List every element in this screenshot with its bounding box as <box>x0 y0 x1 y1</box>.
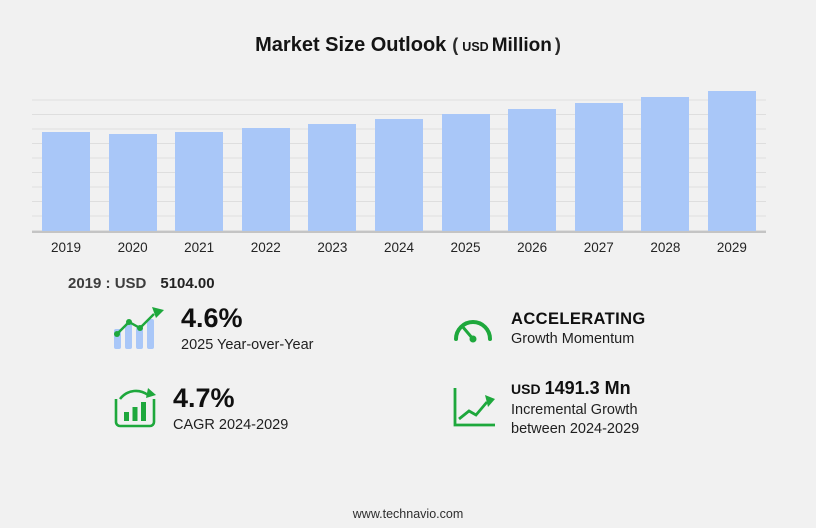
x-tick-2026: 2026 <box>517 240 548 255</box>
growth-momentum-label: Growth Momentum <box>511 330 635 347</box>
incremental-growth-label: Incremental Growth between 2024-2029 <box>511 402 640 437</box>
x-tick-2027: 2027 <box>583 240 614 255</box>
incremental-growth-currency: USD <box>511 380 541 397</box>
cagr-value: 4.7% <box>173 382 235 413</box>
bar-2020 <box>108 133 157 231</box>
bar-2026 <box>508 108 557 231</box>
cagr-label: CAGR 2024-2029 <box>173 416 289 433</box>
chart-title-unit: (USD Million) <box>452 35 561 56</box>
bar-2023 <box>308 123 357 231</box>
bar-chart: 2019 2020 2021 2022 2023 2024 2025 2026 2027 2028… <box>32 87 766 255</box>
x-tick-2029: 2029 <box>716 240 747 255</box>
gauge-icon <box>450 308 496 348</box>
base-year-annotation: 2019 : USD 5104.00 <box>68 275 816 292</box>
yoy-growth-value: 4.6% <box>181 303 243 333</box>
x-tick-2024: 2024 <box>383 240 414 255</box>
x-tick-2025: 2025 <box>450 240 481 255</box>
bar-2019 <box>42 132 90 231</box>
base-year-value: 5104.00 <box>160 275 215 292</box>
chart-title-main: Market Size Outlook <box>255 34 447 56</box>
stat-growth-momentum: ACCELERATING Growth Momentum <box>450 304 816 353</box>
x-tick-2021: 2021 <box>184 240 215 255</box>
bar-2028 <box>641 96 690 231</box>
stat-cagr: 4.7% CAGR 2024-2029 <box>112 379 450 438</box>
cagr-chart-icon <box>112 386 158 430</box>
bar-2024 <box>374 119 423 231</box>
yoy-growth-label: 2025 Year-over-Year <box>181 336 314 353</box>
bar-2025 <box>441 114 490 231</box>
unit-label: Million <box>491 35 552 56</box>
stat-yoy-growth: 4.6% 2025 Year-over-Year <box>112 303 450 353</box>
currency-label: USD <box>462 40 489 54</box>
x-tick-2022: 2022 <box>250 240 281 255</box>
bar-2027 <box>574 102 623 231</box>
yoy-bar-chart-icon <box>112 305 166 351</box>
growth-momentum-value: ACCELERATING <box>511 309 646 328</box>
x-axis: 2019 2020 2021 2022 2023 2024 2025 2026 2027 2028… <box>32 240 766 255</box>
x-tick-2020: 2020 <box>117 240 148 255</box>
base-year-label: 2019 : USD <box>68 275 147 292</box>
chart-title: Market Size Outlook(USD Million) <box>0 0 816 57</box>
kpi-grid: 4.6% 2025 Year-over-Year ACCELERATING Gr… <box>112 303 816 438</box>
x-tick-2023: 2023 <box>317 240 348 255</box>
bar-2029 <box>707 90 756 231</box>
bar-2021 <box>175 132 224 231</box>
incremental-growth-value: USD 1491.3 Mn <box>511 377 631 398</box>
incremental-growth-icon <box>450 386 496 430</box>
x-tick-2019: 2019 <box>50 240 82 255</box>
stat-incremental-growth: USD 1491.3 Mn Incremental Growth between … <box>450 377 816 438</box>
bar-2022 <box>241 127 290 231</box>
website-link[interactable]: www.technavio.com <box>352 507 464 521</box>
plot-area <box>32 87 766 233</box>
x-tick-2028: 2028 <box>650 240 681 255</box>
